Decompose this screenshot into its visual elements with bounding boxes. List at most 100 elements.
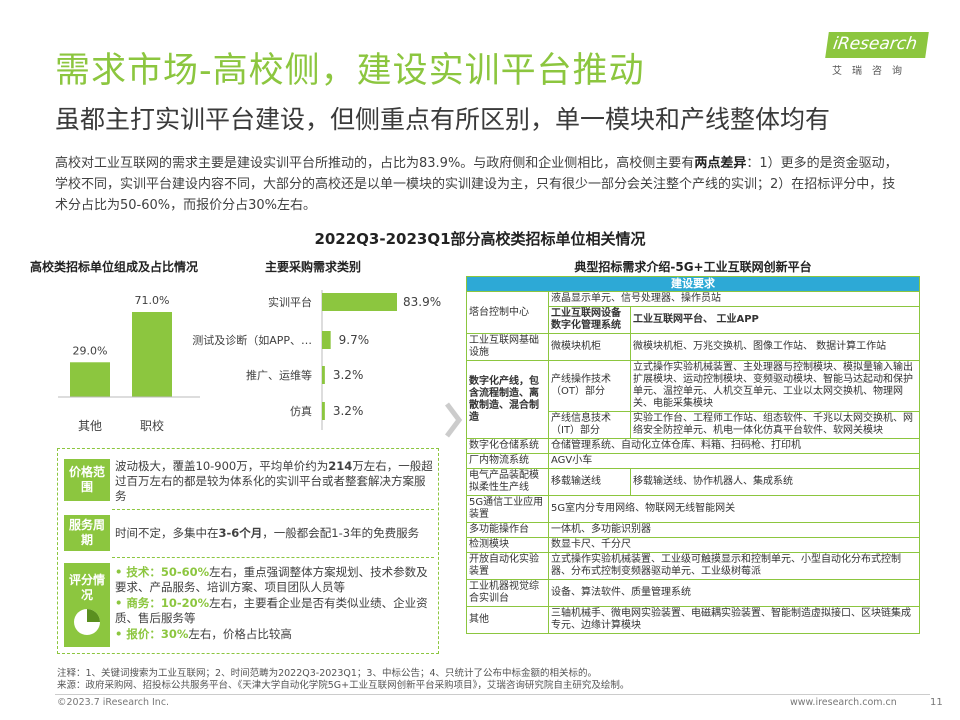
row-value: 仓储管理系统、自动化立体仓库、料箱、扫码枪、打印机	[548, 438, 920, 454]
service-period-text: 时间不定，多集中在3-6个月，一般都会配1-3年的免费服务	[115, 526, 433, 541]
purchase-category-bar-chart: 83.9% 实训平台 9.7% 测试及诊断（如APP、… 3.2% 推广、运维等 3.2% 仿…	[192, 290, 441, 430]
table-row: 5G通信工业应用装置 5G室内分专用网络、物联网无线智能网关	[466, 495, 920, 523]
price-text-a: 波动极大，覆盖10-900万，平均单价约为	[115, 459, 329, 473]
table-row: 其他 三轴机械手、微电网实验装置、电磁耦实验装置、智能制造虚拟接口、区块链集成专元…	[466, 606, 920, 634]
period-text-a: 时间不定，多集中在	[115, 526, 219, 540]
score-item-text: 左右，主要看企业是否有类似业绩、企业资质、售后服务等	[115, 596, 428, 625]
score-tag: 评分情况	[64, 563, 110, 647]
row-value: 微模块机柜、万兆交换机、图像工作站、 数据计算工作站	[630, 333, 920, 361]
table-row: 工业机器视觉综合实训台 设备、算法软件、质量管理系统	[466, 579, 920, 607]
score-item-text: 左右，重点强调整体方案规划、技术参数及要求、产品服务、培训方案、项目团队人员等	[115, 565, 428, 594]
score-item-tech: • 技术：50-60%左右，重点强调整体方案规划、技术参数及要求、产品服务、培训…	[115, 565, 428, 594]
divider	[112, 509, 434, 510]
score-item-label: 技术：50-60%	[126, 565, 210, 579]
row-value: AGV小车	[548, 453, 920, 469]
row-label: 数字化仓储系统	[466, 438, 549, 454]
source-text: 来源：政府采购网、招投标公共服务平台、《天津大学自动化学院5G+工业互联网创新平…	[57, 680, 630, 691]
row-value: 液晶显示单元、信号处理器、操作员站	[548, 291, 920, 307]
table-row: 数字化产线，包含流程制造、离散制造、混合制造 产线操作技术（OT）部分 立式操作实验…	[466, 360, 920, 439]
iresearch-logo: iResearch	[825, 32, 929, 58]
page-title: 需求市场-高校侧，建设实训平台推动	[55, 51, 645, 91]
bar	[322, 331, 331, 349]
table-title: 典型招标需求介绍-5G+工业互联网创新平台	[574, 260, 812, 274]
chevron-right-icon	[445, 402, 463, 438]
row-sublabel: 产线信息技术（IT）部分	[548, 411, 631, 439]
row-value: 三轴机械手、微电网实验装置、电磁耦实验装置、智能制造虚拟接口、区块链集成专元、边…	[548, 606, 920, 634]
section-title: 2022Q3-2023Q1部分高校类招标单位相关情况	[314, 230, 646, 248]
bar	[322, 293, 397, 311]
row-label: 多功能操作台	[466, 522, 549, 538]
category-label: 其他	[78, 419, 102, 433]
score-list: • 技术：50-60%左右，重点强调整体方案规划、技术参数及要求、产品服务、培训…	[115, 565, 433, 642]
table-row: 产线信息技术（IT）部分 实验工作台、工程师工作站、组态软件、千兆以太网交换机、网…	[467, 411, 920, 439]
score-item-business: • 商务：10-20%左右，主要看企业是否有类似业绩、企业资质、售后服务等	[115, 596, 428, 625]
row-value: 实验工作台、工程师工作站、组态软件、千兆以太网交换机、网络安全防控单元、机电一体…	[630, 411, 920, 439]
page-number: 11	[930, 697, 943, 708]
pie-icon	[74, 609, 100, 635]
table-row: 检测模块 数显卡尺、千分尺	[466, 537, 920, 553]
row-sublabel: 工业互联网设备数字化管理系统	[548, 306, 631, 334]
row-value: 立式操作实验机械装置、主处理器与控制模块、模拟量输入输出扩展模块、运动控制模块、…	[630, 360, 920, 412]
intro-bold: 两点差异	[694, 156, 747, 171]
note-text: 注释：1、关键词搜索为工业互联网；2、时间范畴为2022Q3-2023Q1；3、…	[57, 668, 598, 679]
bar-value-label: 3.2%	[333, 404, 364, 418]
category-label: 测试及诊断（如APP、…	[192, 333, 312, 347]
bar-value-label: 71.0%	[135, 294, 170, 307]
row-label: 工业互联网基础设施	[466, 333, 549, 361]
intro-text-1: 高校对工业互联网的需求主要是建设实训平台所推动的，占比为83.9%。与政府侧和企…	[55, 156, 695, 171]
score-item-price: • 报价：30%左右，价格占比较高	[115, 627, 292, 641]
bar-value-label: 29.0%	[73, 344, 108, 357]
table-row: 工业互联网基础设施 微模块机柜 微模块机柜、万兆交换机、图像工作站、 数据计算工作站	[466, 333, 920, 361]
row-value: 移载输送线、协作机器人、集成系统	[630, 468, 920, 496]
score-item-label: 报价：30%	[126, 627, 189, 641]
row-label: 数字化产线，包含流程制造、离散制造、混合制造	[466, 360, 549, 439]
price-range-tag: 价格范围	[64, 459, 110, 501]
service-period-tag: 服务周期	[64, 515, 110, 551]
row-label: 检测模块	[466, 537, 549, 553]
composition-bar-chart: 29.0% 其他 71.0% 职校	[58, 294, 200, 433]
row-label: 塔台控制中心	[466, 291, 549, 334]
score-tag-label: 评分情况	[68, 573, 105, 602]
row-label: 5G通信工业应用装置	[466, 495, 549, 523]
chart1-title: 高校类招标单位组成及占比情况	[30, 260, 199, 274]
table-header: 建设要求	[466, 276, 920, 292]
row-value: 数显卡尺、千分尺	[548, 537, 920, 553]
row-value: 设备、算法软件、质量管理系统	[548, 579, 920, 607]
row-value: 5G室内分专用网络、物联网无线智能网关	[548, 495, 920, 523]
category-label: 实训平台	[268, 295, 312, 309]
row-value: 工业互联网平台、 工业APP	[630, 306, 920, 334]
bar	[322, 366, 325, 384]
intro-text-2: ：1）更多的是资金驱动，学校不同，实训平台建设内容不同，大部分的高校还是以单一模…	[55, 156, 898, 213]
bar	[70, 362, 110, 397]
bar-value-label: 9.7%	[339, 333, 370, 347]
row-label: 电气产品装配模拟柔性生产线	[466, 468, 549, 496]
table-row: 厂内物流系统 AGV小车	[466, 453, 920, 469]
price-text-c: 万左右，一般超过百万左右的都是较为体系化的实训平台或者整套解决方案服务	[115, 459, 433, 503]
row-value: 一体机、多功能识别器	[548, 522, 920, 538]
copyright: ©2023.7 iResearch Inc.	[57, 697, 170, 708]
score-item-text: 左右，价格占比较高	[188, 627, 292, 641]
row-value: 立式操作实验机械装置、工业级可触摸显示和控制单元、小型自动化分布式控制器、分布式…	[548, 552, 920, 580]
period-text-b: 3-6个月	[218, 526, 263, 540]
category-label: 职校	[140, 418, 164, 433]
score-item-label: 商务：10-20%	[126, 596, 210, 610]
bid-detail-panel: 价格范围 波动极大，覆盖10-900万，平均单价约为214万左右，一般超过百万左…	[57, 448, 439, 654]
chart2-title: 主要采购需求类别	[265, 260, 362, 274]
table-row: 数字化仓储系统 仓储管理系统、自动化立体仓库、料箱、扫码枪、打印机	[466, 438, 920, 454]
period-text-c: ，一般都会配1-3年的免费服务	[262, 526, 420, 540]
divider	[112, 557, 434, 558]
page-subtitle: 虽都主打实训平台建设，但侧重点有所区别，单一模块和产线整体均有	[55, 105, 831, 134]
bar-value-label: 83.9%	[403, 295, 441, 309]
row-label: 开放自动化实验装置	[466, 552, 549, 580]
table-row: 工业互联网设备数字化管理系统 工业互联网平台、 工业APP	[467, 306, 920, 334]
price-range-text: 波动极大，覆盖10-900万，平均单价约为214万左右，一般超过百万左右的都是较…	[115, 459, 433, 504]
table-row: 电气产品装配模拟柔性生产线 移载输送线 移载输送线、协作机器人、集成系统	[466, 468, 920, 496]
website: www.iresearch.com.cn	[790, 697, 897, 708]
table-row: 多功能操作台 一体机、多功能识别器	[466, 522, 920, 538]
row-sublabel: 产线操作技术（OT）部分	[548, 360, 631, 412]
row-sublabel: 移载输送线	[548, 468, 631, 496]
footer-divider	[55, 694, 930, 695]
price-text-b: 214	[328, 459, 353, 473]
requirements-table: 建设要求 塔台控制中心 液晶显示单元、信号处理器、操作员站 工业互联网设备数字化管…	[466, 276, 920, 634]
bar-value-label: 3.2%	[333, 368, 364, 382]
